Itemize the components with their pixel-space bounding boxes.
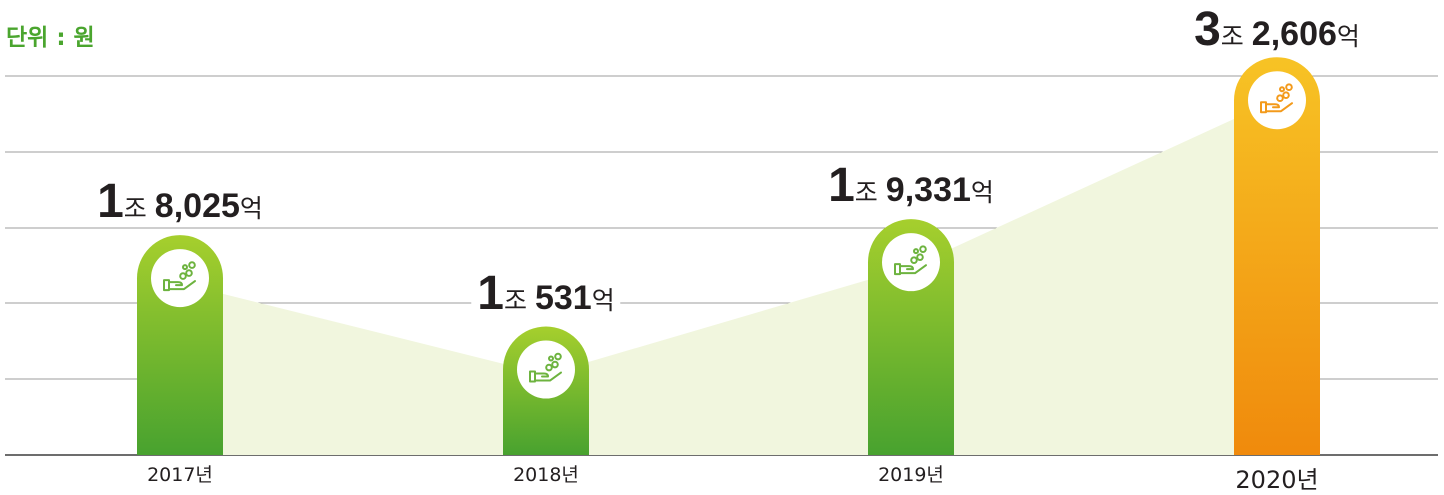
bar-2020년 — [1234, 57, 1320, 456]
value-trillion: 3 — [1194, 3, 1221, 57]
value-hundred-million: 8,025 — [154, 187, 240, 226]
value-hundred-million-unit: 억 — [239, 194, 263, 224]
value-trillion-unit: 조 — [123, 194, 147, 224]
value-label: 1조 9,331억 — [822, 159, 1000, 213]
value-trillion-unit: 조 — [1220, 22, 1244, 52]
x-tick-label: 2019년 — [878, 464, 944, 486]
value-label: 3조 2,606억 — [1188, 3, 1366, 57]
hand-coins-icon — [529, 352, 562, 383]
value-hundred-million: 9,331 — [885, 171, 971, 210]
bar-icons — [151, 71, 1306, 399]
value-trillion: 1 — [828, 159, 855, 213]
x-tick-label: 2020년 — [1235, 466, 1319, 494]
value-trillion-unit: 조 — [854, 178, 878, 208]
value-hundred-million: 2,606 — [1251, 15, 1337, 54]
value-hundred-million-unit: 억 — [1336, 22, 1360, 52]
value-hundred-million: 531 — [534, 278, 592, 317]
hand-coins-icon — [163, 261, 196, 292]
unit-label: 단위 : 원 — [6, 25, 95, 51]
x-tick-label: 2017년 — [147, 464, 213, 486]
value-label: 1조 531억 — [471, 266, 621, 320]
value-trillion: 1 — [97, 175, 124, 229]
value-hundred-million-unit: 억 — [970, 178, 994, 208]
value-label: 1조 8,025억 — [91, 175, 269, 229]
x-tick-label: 2018년 — [513, 464, 579, 486]
value-trillion-unit: 조 — [503, 285, 527, 315]
value-hundred-million-unit: 억 — [591, 285, 615, 315]
hand-coins-icon — [1260, 83, 1293, 114]
trend-area-fill — [180, 99, 1277, 456]
trend-area — [180, 99, 1277, 456]
hand-coins-icon — [894, 245, 927, 276]
value-trillion: 1 — [477, 266, 504, 320]
